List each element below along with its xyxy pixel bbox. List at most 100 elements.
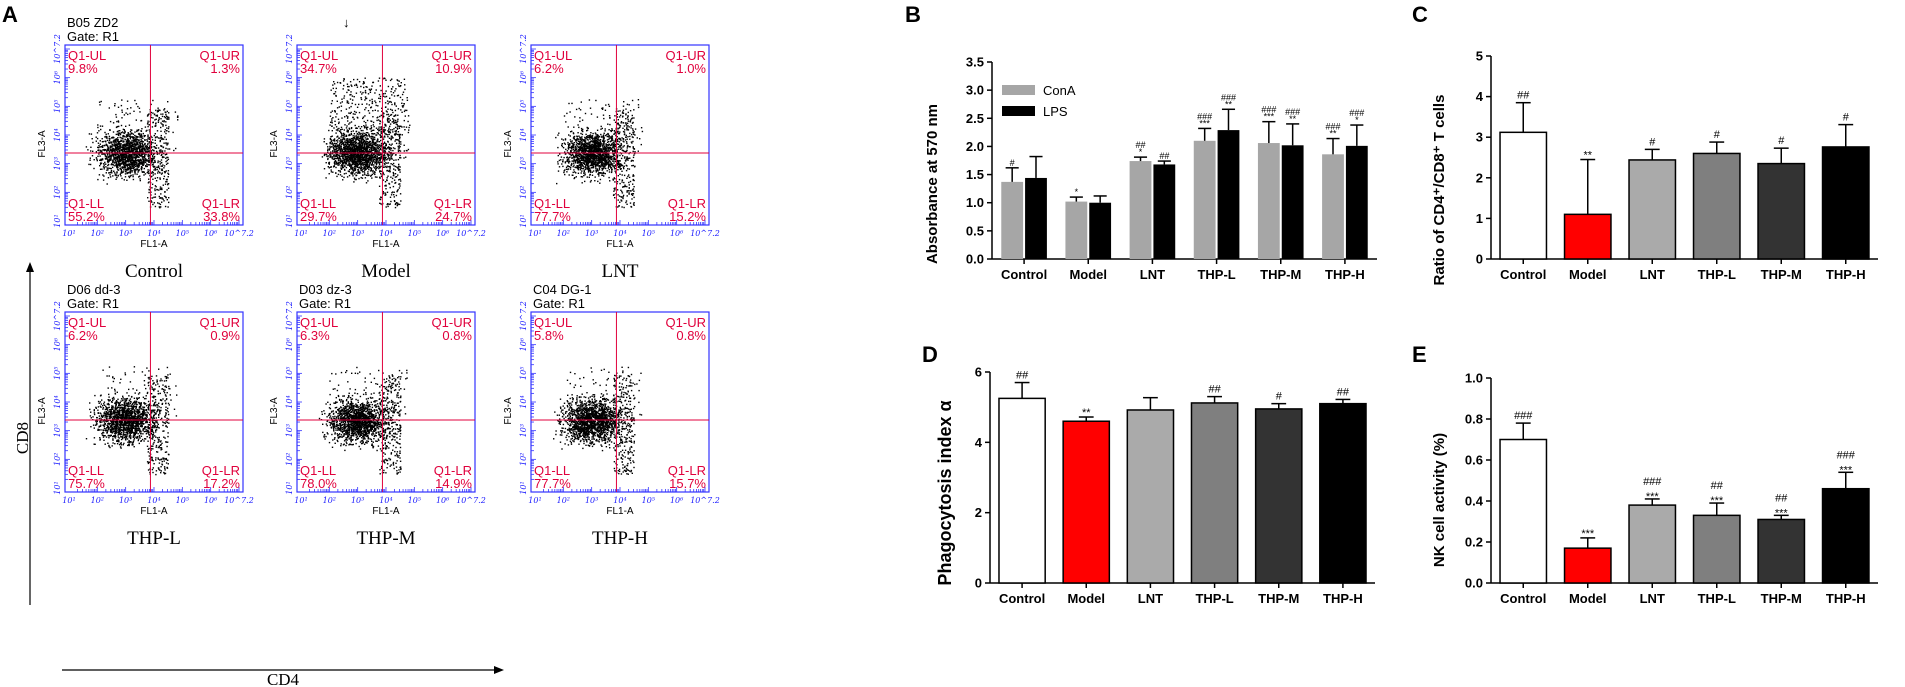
flow-dot (346, 143, 348, 146)
flow-dot (164, 154, 167, 156)
flow-dot (108, 156, 110, 159)
flow-dot (574, 159, 576, 162)
flow-dot (358, 177, 360, 180)
flow-dot (343, 84, 345, 87)
flow-dot (333, 155, 335, 157)
flow-dot (131, 154, 133, 156)
flow-dot (148, 155, 150, 157)
flow-dot (327, 148, 329, 150)
flow-dot (351, 154, 353, 157)
flow-dot (574, 159, 577, 161)
flow-dot (398, 147, 400, 149)
flow-dot (594, 154, 596, 156)
flow-dot (114, 161, 116, 163)
flow-dot (353, 162, 355, 165)
quadrant-lr-label: Q1-LR (202, 196, 240, 211)
flow-dot (132, 137, 134, 140)
flow-dot (120, 158, 123, 160)
flow-dot (580, 176, 582, 178)
flow-dot (578, 149, 580, 151)
flow-dot (107, 147, 109, 149)
flow-dot (390, 156, 392, 158)
flow-dot (345, 160, 348, 163)
flow-dot (375, 168, 377, 170)
flow-dot (568, 144, 571, 146)
flow-dot (391, 109, 393, 111)
flow-dot (117, 161, 119, 163)
flow-dot (399, 96, 402, 99)
flow-dot (140, 119, 143, 122)
flow-dot (581, 143, 583, 145)
flow-dot (115, 161, 117, 163)
flow-dot (573, 135, 576, 138)
flow-dot (335, 157, 337, 160)
flow-dot (105, 135, 107, 138)
flow-dot (587, 136, 589, 139)
flow-dot (351, 173, 354, 175)
flow-dot (337, 145, 339, 148)
flow-dot (152, 164, 154, 166)
flow-dot (327, 157, 329, 160)
flow-dot (162, 155, 164, 158)
flow-dot (397, 94, 400, 97)
flow-dot (100, 159, 102, 162)
flow-dot (586, 137, 588, 139)
flow-dot (106, 149, 108, 152)
flow-dot (108, 141, 110, 144)
flow-dot (144, 142, 146, 145)
flow-dot (336, 113, 338, 115)
flow-dot (333, 148, 335, 151)
flow-dot (388, 150, 390, 153)
flow-dot (360, 148, 362, 150)
flow-dot (595, 170, 597, 172)
flow-dot (142, 161, 144, 164)
flow-dot (329, 141, 331, 144)
flow-dot (362, 91, 364, 94)
flow-dot (372, 133, 374, 135)
flow-dot (334, 120, 336, 122)
flow-dot (580, 159, 582, 162)
flow-dot (376, 119, 378, 122)
flow-dot (623, 157, 626, 159)
flow-dot (140, 130, 143, 132)
flow-dot (157, 109, 159, 112)
flow-dot (390, 155, 393, 157)
flow-dot (595, 169, 597, 171)
flow-dot (138, 170, 140, 172)
flow-dot (167, 148, 169, 150)
flow-dot (403, 110, 406, 113)
flow-dot (600, 136, 603, 138)
flow-dot (353, 153, 355, 155)
flow-dot (390, 200, 392, 203)
flow-dot (349, 144, 351, 146)
flow-dot (161, 138, 163, 141)
flow-dot (137, 159, 139, 161)
flow-dot (583, 140, 586, 142)
flow-dot (397, 167, 399, 169)
flow-dot (342, 136, 344, 139)
flow-dot (127, 143, 129, 145)
flow-dot (107, 154, 109, 156)
flow-dot (346, 147, 348, 149)
flow-dot (364, 155, 366, 158)
flow-dot (108, 153, 111, 155)
flow-dot (360, 129, 362, 132)
flow-dot (120, 162, 122, 164)
flow-dot (385, 144, 387, 147)
flow-dot (371, 98, 373, 101)
flow-dot (114, 157, 117, 160)
flow-dot (98, 145, 100, 147)
flow-dot (152, 155, 154, 157)
flow-dot (154, 167, 156, 169)
flow-dot (106, 145, 109, 147)
flow-dot (353, 110, 356, 113)
flow-dot (116, 146, 119, 149)
flow-dot (335, 129, 338, 131)
flow-dot (372, 110, 374, 112)
flow-dot (615, 172, 617, 174)
flow-dot (161, 115, 164, 118)
flow-dot (373, 166, 375, 168)
flow-dot (385, 79, 387, 81)
flow-dot (127, 133, 129, 135)
flow-dot (108, 139, 111, 142)
